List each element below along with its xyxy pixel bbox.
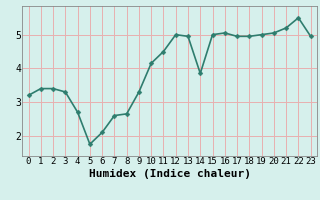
- X-axis label: Humidex (Indice chaleur): Humidex (Indice chaleur): [89, 169, 251, 179]
